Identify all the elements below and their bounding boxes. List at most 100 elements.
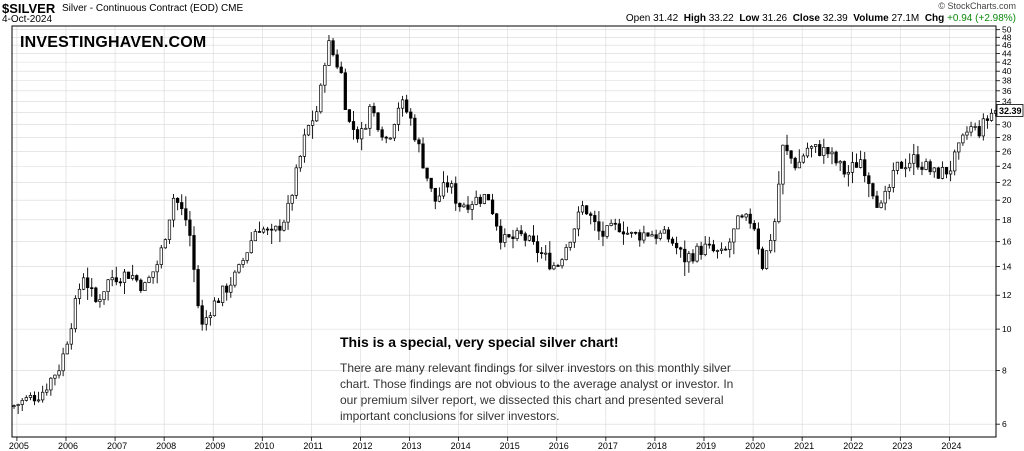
candle-body — [973, 126, 977, 128]
candle-body — [773, 221, 777, 241]
candle-body — [265, 228, 270, 231]
candle-body — [253, 231, 257, 242]
candle-body — [928, 161, 932, 173]
candle-body — [306, 125, 311, 136]
candle-body — [405, 99, 409, 113]
candle-body — [41, 391, 45, 401]
y-tick-label: 28 — [1002, 133, 1012, 143]
candle-body — [315, 111, 319, 122]
candle-body — [151, 271, 155, 278]
candle-body — [650, 234, 654, 237]
x-tick-label: 2022 — [843, 441, 863, 451]
candle-body — [474, 196, 478, 205]
candle-body — [445, 182, 450, 188]
candle-body — [372, 105, 376, 114]
candle-body — [257, 231, 262, 233]
candle-body — [797, 161, 801, 169]
candle-body — [114, 277, 118, 283]
y-tick-label: 30 — [1002, 120, 1012, 130]
candle-body — [891, 170, 895, 188]
candle-body — [343, 72, 347, 110]
candle-body — [429, 177, 433, 189]
candle-body — [850, 162, 855, 173]
candle-body — [948, 170, 953, 175]
candle-body — [556, 265, 560, 267]
candle-body — [908, 162, 912, 169]
candle-body — [540, 252, 544, 254]
x-tick-label: 2008 — [156, 441, 176, 451]
candle-body — [241, 260, 245, 265]
candle-body — [527, 235, 531, 241]
candle-body — [822, 146, 826, 156]
candle-body — [32, 395, 37, 402]
candle-body — [576, 211, 581, 230]
candle-body — [143, 282, 147, 291]
candle-body — [229, 284, 233, 293]
annotation-body: There are many relevant findings for sil… — [340, 361, 734, 423]
candle-body — [176, 197, 180, 203]
candle-body — [392, 124, 397, 139]
candle-body — [396, 107, 401, 125]
candle-body — [237, 264, 241, 273]
candle-body — [278, 225, 282, 231]
candle-body — [715, 250, 720, 252]
candle-body — [81, 277, 86, 290]
candle-body — [944, 166, 949, 175]
candle-body — [171, 197, 176, 221]
candle-body — [499, 225, 503, 243]
candle-body — [28, 395, 33, 398]
y-tick-label: 48 — [1002, 32, 1012, 42]
candle-body — [629, 231, 634, 234]
candle-body — [147, 276, 151, 283]
ticker-symbol: $SILVER — [2, 1, 56, 16]
candle-body — [90, 287, 94, 290]
candle-body — [364, 127, 368, 130]
candle-body — [286, 202, 290, 223]
candle-body — [192, 235, 196, 270]
candle-body — [135, 275, 139, 281]
candle-body — [454, 183, 458, 204]
candle-body — [838, 161, 842, 164]
candle-body — [789, 150, 793, 159]
candle-body — [188, 219, 192, 236]
candle-body — [903, 167, 908, 170]
candle-body — [249, 240, 253, 254]
candle-body — [380, 129, 384, 138]
volume-value: 27.1M — [891, 13, 920, 24]
candle-body — [597, 221, 601, 232]
candle-body — [298, 155, 302, 169]
candle-body — [450, 183, 454, 188]
y-tick-label: 26 — [1002, 146, 1012, 156]
x-tick-label: 2014 — [451, 441, 471, 451]
candle-body — [515, 230, 519, 239]
candle-body — [621, 231, 626, 235]
candle-body — [20, 400, 24, 405]
candle-body — [895, 161, 900, 171]
y-tick-label: 12 — [1002, 290, 1012, 300]
x-tick-label: 2011 — [303, 441, 322, 451]
candle-body — [940, 166, 945, 179]
y-tick-label: 50 — [1002, 25, 1012, 35]
candle-body — [867, 175, 871, 184]
candle-body — [212, 300, 217, 317]
candle-body — [920, 166, 924, 170]
candle-body — [777, 183, 781, 223]
candle-body — [126, 271, 131, 279]
copyright-notice: © StockCharts.com — [938, 1, 1016, 11]
last-price-box — [996, 104, 1024, 117]
candle-body — [282, 221, 286, 231]
candle-body — [818, 144, 822, 156]
candle-body — [335, 54, 339, 68]
candle-body — [400, 99, 405, 109]
candle-body — [12, 405, 16, 407]
high-label: High — [683, 13, 706, 24]
candle-body — [568, 241, 572, 248]
candle-body — [842, 161, 846, 175]
candle-body — [781, 144, 785, 185]
y-tick-label: 18 — [1002, 215, 1012, 225]
candle-body — [846, 171, 850, 175]
volume-label: Volume — [853, 13, 889, 24]
y-tick-label: 22 — [1002, 177, 1012, 187]
candle-body — [879, 202, 883, 208]
